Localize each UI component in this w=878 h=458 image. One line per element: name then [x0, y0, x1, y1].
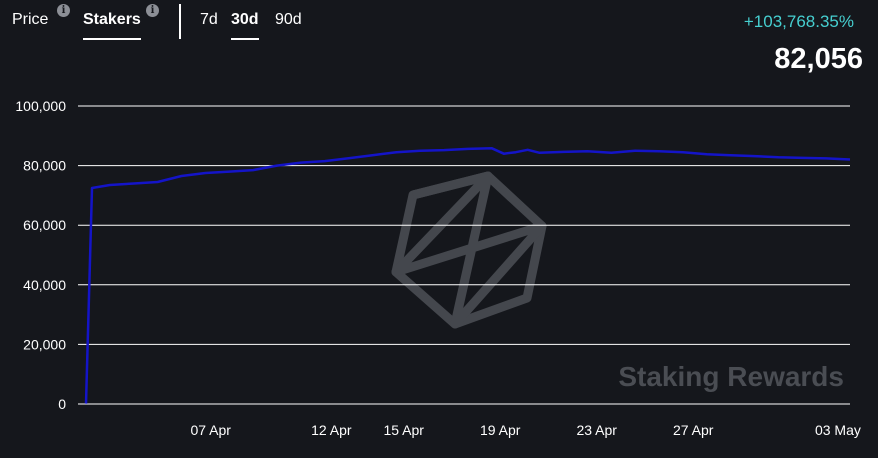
watermark-text: Staking Rewards: [618, 361, 844, 392]
y-tick-label: 0: [58, 396, 66, 412]
tabs-divider: [179, 4, 181, 39]
stakers-info-icon[interactable]: i: [146, 4, 159, 17]
tab-range-7d[interactable]: 7d: [200, 10, 218, 30]
tab-stakers[interactable]: Stakers: [83, 10, 141, 40]
price-info-icon[interactable]: i: [57, 4, 70, 17]
y-tick-label: 60,000: [23, 217, 66, 233]
y-tick-label: 100,000: [15, 98, 66, 114]
series-line-stakers: [84, 147, 851, 404]
x-tick-label: 23 Apr: [576, 422, 617, 438]
x-tick-label: 12 Apr: [311, 422, 352, 438]
active-tab-underline: [83, 38, 141, 40]
tab-range-90d[interactable]: 90d: [275, 10, 302, 30]
current-stakers-value: 82,056: [774, 43, 863, 75]
tab-price[interactable]: Price: [12, 10, 48, 30]
tab-range-7d-label: 7d: [200, 11, 218, 28]
x-tick-label: 19 Apr: [480, 422, 521, 438]
tab-price-label: Price: [12, 11, 49, 28]
staking-rewards-logo-watermark: [391, 171, 547, 329]
tab-range-30d-label: 30d: [231, 11, 259, 28]
y-tick-label: 80,000: [23, 158, 66, 174]
y-tick-label: 40,000: [23, 277, 66, 293]
tab-range-30d[interactable]: 30d: [231, 10, 259, 40]
x-tick-label: 15 Apr: [383, 422, 424, 438]
y-tick-label: 20,000: [23, 336, 66, 352]
tab-range-90d-label: 90d: [275, 11, 302, 28]
x-tick-label: 07 Apr: [190, 422, 231, 438]
x-tick-label: 27 Apr: [673, 422, 714, 438]
change-percent: +103,768.35%: [743, 12, 854, 31]
active-range-underline: [231, 38, 259, 40]
tab-stakers-label: Stakers: [83, 11, 141, 28]
x-tick-label: 03 May: [815, 422, 861, 438]
